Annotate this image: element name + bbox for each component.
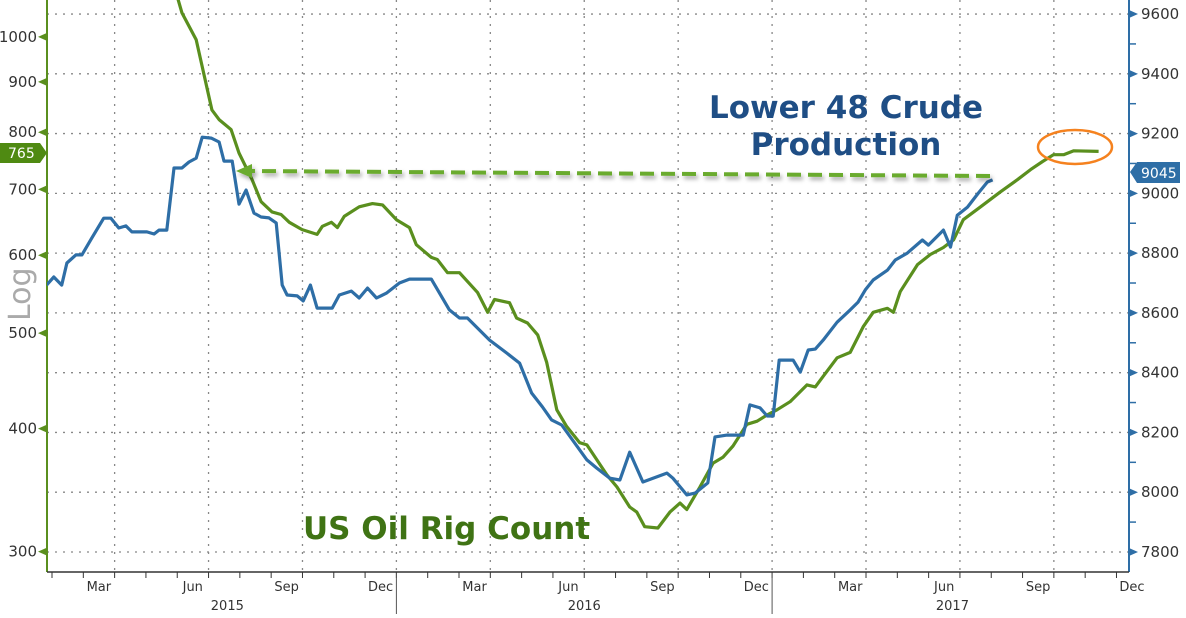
x-year-label: 2016 <box>568 599 601 614</box>
right-tick-label: 8200 <box>1141 423 1179 441</box>
left-tick-label: 500 <box>8 324 37 342</box>
right-tick-marker <box>1129 10 1138 19</box>
rig-count-line <box>176 0 1099 530</box>
x-month-label: Dec <box>1119 580 1144 595</box>
rig-count-label: US Oil Rig Count <box>303 511 590 547</box>
right-last-value-badge: 9045 <box>1130 162 1180 183</box>
right-tick-label: 9400 <box>1141 65 1179 83</box>
right-tick-marker <box>1129 488 1138 497</box>
log-scale-label: Log <box>3 267 38 321</box>
x-month-label: Sep <box>650 580 675 595</box>
left-tick-marker <box>38 185 47 194</box>
left-tick-marker <box>38 424 47 433</box>
x-month-label: Mar <box>462 580 487 595</box>
left-tick-label: 1000 <box>0 28 37 46</box>
production-line <box>47 135 994 497</box>
right-tick-label: 9200 <box>1141 125 1179 143</box>
right-tick-marker <box>1129 547 1138 556</box>
x-month-label: Sep <box>274 580 299 595</box>
left-tick-marker <box>38 128 47 137</box>
left-last-value-badge: 765 <box>0 143 47 163</box>
right-tick-marker <box>1129 189 1138 198</box>
left-tick-marker <box>38 77 47 86</box>
x-month-label: Sep <box>1026 580 1051 595</box>
right-last-value: 9045 <box>1141 166 1177 182</box>
dashed-arrow <box>236 164 991 178</box>
right-tick-marker <box>1129 308 1138 317</box>
right-tick-label: 9600 <box>1141 5 1179 23</box>
production-label-line2: Production <box>751 127 942 163</box>
x-month-label: Jun <box>933 580 954 595</box>
right-tick-label: 8000 <box>1141 483 1179 501</box>
x-year-label: 2015 <box>211 599 244 614</box>
annotations: Lower 48 Crude Production US Oil Rig Cou… <box>236 90 1114 547</box>
x-month-label: Mar <box>838 580 863 595</box>
left-tick-marker <box>38 329 47 338</box>
x-month-label: Jun <box>182 580 203 595</box>
left-last-value: 765 <box>8 146 35 162</box>
right-tick-marker <box>1129 129 1138 138</box>
right-tick-marker <box>1129 428 1138 437</box>
right-tick-label: 8400 <box>1141 364 1179 382</box>
series-lines <box>47 0 1099 530</box>
right-tick-label: 8600 <box>1141 304 1179 322</box>
left-tick-label: 300 <box>8 543 37 561</box>
x-month-label: Jun <box>557 580 578 595</box>
x-month-label: Mar <box>87 580 112 595</box>
left-tick-label: 600 <box>8 246 37 264</box>
gridlines <box>47 0 1129 572</box>
left-tick-label: 400 <box>8 420 37 438</box>
x-month-label: Dec <box>368 580 393 595</box>
production-label-line1: Lower 48 Crude <box>709 90 983 126</box>
right-tick-label: 7800 <box>1141 543 1179 561</box>
left-tick-label: 700 <box>8 180 37 198</box>
left-tick-marker <box>38 251 47 260</box>
right-tick-marker <box>1129 249 1138 258</box>
left-tick-marker <box>38 32 47 41</box>
right-tick-label: 9000 <box>1141 184 1179 202</box>
dashed-arrow-line <box>251 169 991 178</box>
x-month-label: Dec <box>744 580 769 595</box>
left-tick-marker <box>38 547 47 556</box>
right-tick-marker <box>1129 69 1138 78</box>
left-tick-label: 800 <box>8 123 37 141</box>
right-tick-marker <box>1129 368 1138 377</box>
x-year-label: 2017 <box>936 599 969 614</box>
left-tick-label: 900 <box>8 73 37 91</box>
arrowhead-icon <box>236 164 252 178</box>
right-tick-label: 8800 <box>1141 244 1179 262</box>
highlight-ellipse <box>1036 128 1114 166</box>
